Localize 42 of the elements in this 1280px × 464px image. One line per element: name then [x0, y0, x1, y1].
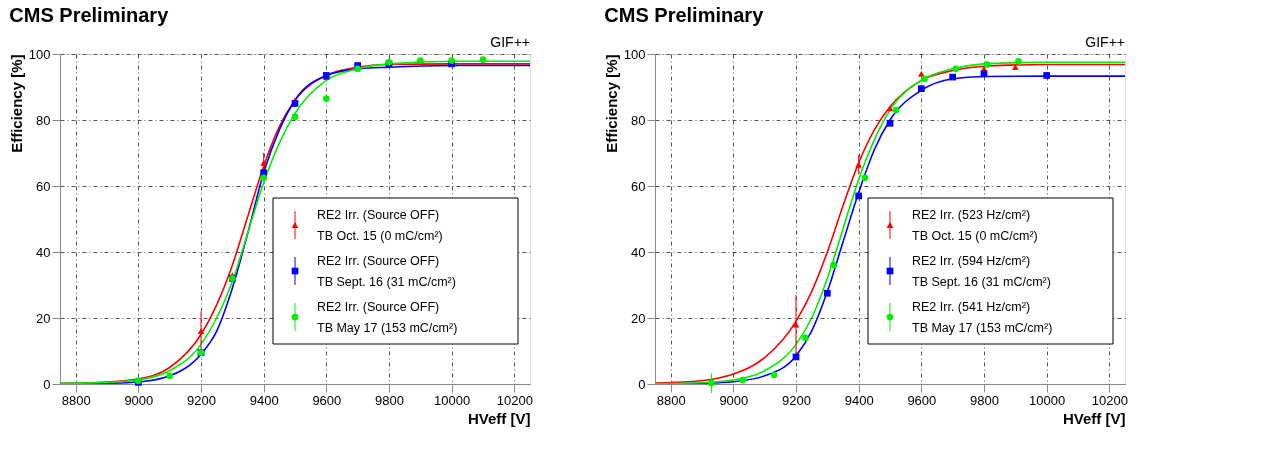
- x-tick-label: 9600: [907, 392, 937, 408]
- text: GIF++: [1085, 34, 1125, 50]
- x-tick-label: 9200: [187, 392, 216, 408]
- x-tick-label: 9400: [249, 392, 279, 408]
- chart-title: CMS Preliminary: [9, 4, 170, 26]
- y-tick-label: 80: [631, 112, 646, 128]
- x-tick-label: 9800: [375, 392, 404, 408]
- x-tick-label: 9400: [844, 392, 874, 408]
- x-tick-label: 9000: [124, 392, 154, 408]
- x-tick-label: 8800: [656, 392, 686, 408]
- y-tick-label: 60: [631, 178, 646, 194]
- y-tick-label: 40: [36, 244, 51, 260]
- chart-title: CMS Preliminary: [604, 4, 765, 26]
- text: GIF++: [490, 34, 530, 50]
- x-axis-title: HVeff [V]: [1062, 409, 1126, 427]
- x-tick-label: 10200: [1091, 392, 1128, 408]
- y-axis-title: Efficiency [%]: [602, 54, 620, 153]
- legend-label: RE2 Irr. (541 Hz/cm²) TB May 17 (153 mC/cm²): [912, 300, 1053, 335]
- x-tick-label: 8800: [61, 392, 91, 408]
- x-tick-label: 10200: [496, 392, 533, 408]
- x-tick-label: 10000: [1029, 392, 1066, 408]
- y-axis-title: Efficiency [%]: [7, 54, 25, 153]
- y-tick-label: 60: [36, 178, 51, 194]
- legend-label: RE2 Irr. (Source OFF) TB Oct. 15 (0 mC/cm²): [317, 208, 443, 243]
- x-tick-label: 9000: [719, 392, 749, 408]
- legend-label: RE2 Irr. (Source OFF) TB May 17 (153 mC/cm²): [317, 300, 458, 335]
- y-tick-label: 80: [36, 112, 51, 128]
- y-tick-label: 100: [623, 46, 646, 62]
- y-tick-label: 40: [631, 244, 646, 260]
- legend-label: RE2 Irr. (594 Hz/cm²) TB Sept. 16 (31 mC/cm²): [912, 254, 1051, 289]
- y-tick-label: 20: [631, 310, 646, 326]
- y-tick-label: 0: [638, 376, 646, 392]
- y-tick-label: 20: [36, 310, 51, 326]
- x-tick-label: 9600: [312, 392, 342, 408]
- legend-label: RE2 Irr. (Source OFF) TB Sept. 16 (31 mC/cm²): [317, 254, 456, 289]
- y-tick-label: 0: [43, 376, 51, 392]
- x-axis-title: HVeff [V]: [467, 409, 531, 427]
- x-tick-label: 9200: [782, 392, 811, 408]
- x-tick-label: 10000: [434, 392, 471, 408]
- y-tick-label: 100: [28, 46, 51, 62]
- x-tick-label: 9800: [970, 392, 999, 408]
- legend-label: RE2 Irr. (523 Hz/cm²) TB Oct. 15 (0 mC/cm²): [912, 208, 1038, 243]
